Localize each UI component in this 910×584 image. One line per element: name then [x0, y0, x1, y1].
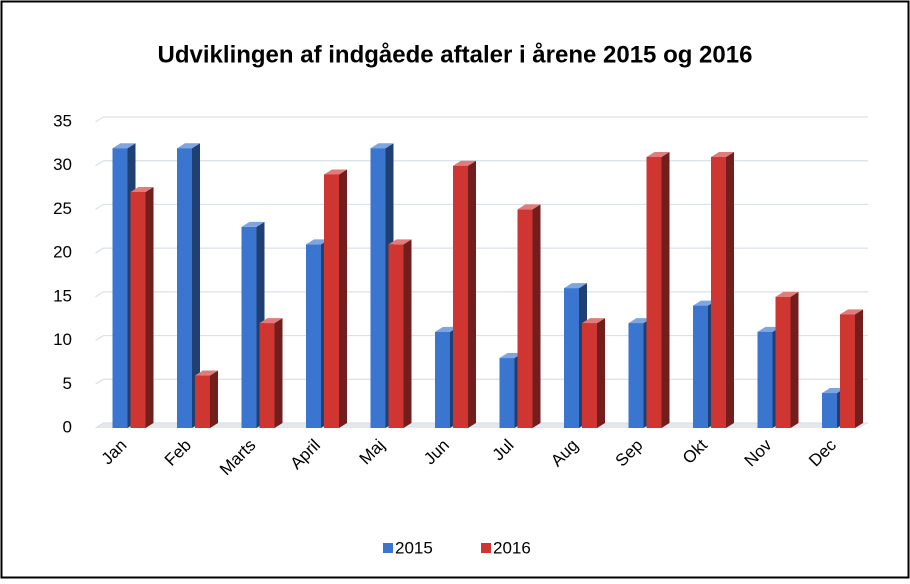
bar-top [306, 239, 329, 245]
bar [241, 226, 257, 428]
bar [453, 165, 468, 428]
bar-top [259, 318, 283, 324]
bar-top [388, 239, 412, 245]
bar [757, 331, 773, 428]
bar-side [597, 318, 605, 428]
bar-side [726, 151, 734, 428]
bar-top [775, 291, 799, 297]
bar-side [855, 309, 863, 428]
y-tick-label: 5 [63, 374, 72, 393]
grid-line [95, 334, 868, 342]
bar [324, 174, 339, 428]
bar-top [241, 221, 265, 227]
bar-top [324, 169, 347, 175]
y-tick-label: 35 [53, 111, 72, 130]
bar [693, 305, 708, 428]
bar-top [195, 370, 218, 376]
bar [582, 323, 597, 428]
bar-top [711, 151, 734, 157]
bar [370, 148, 386, 428]
bar-top [822, 388, 845, 394]
bar-top [582, 318, 605, 324]
bar-side [532, 204, 541, 428]
chart-title: Udviklingen af indgåede aftaler i årene … [158, 41, 753, 68]
bar [306, 244, 321, 428]
bar [177, 148, 192, 428]
bar-top [517, 204, 541, 210]
y-tick-label: 10 [53, 330, 72, 349]
bar [628, 323, 644, 428]
bar-side [661, 151, 670, 428]
bar [822, 393, 837, 428]
bar-top [757, 326, 781, 332]
bar-top [499, 353, 523, 359]
bar [195, 375, 210, 428]
grid-line [95, 247, 868, 254]
legend-swatch [383, 543, 393, 553]
y-tick-label: 15 [53, 286, 72, 305]
legend-label: 2016 [493, 538, 531, 557]
bar [499, 358, 515, 428]
bar-top [564, 283, 587, 289]
bar-top [453, 160, 476, 166]
y-tick-label: 25 [53, 199, 72, 218]
floor [95, 423, 868, 428]
y-tick-label: 20 [53, 243, 72, 262]
bar-side [468, 160, 476, 428]
bar-side [790, 291, 799, 428]
bar [840, 314, 855, 428]
bar-top [840, 309, 863, 315]
bar-side [210, 370, 218, 428]
grid-line [95, 116, 868, 123]
y-tick-label: 0 [63, 417, 72, 436]
bar-top [177, 143, 200, 149]
grid-line [95, 378, 868, 385]
bar [112, 148, 128, 428]
bar-top [693, 300, 716, 306]
legend-label: 2015 [395, 538, 433, 557]
grid-line [95, 160, 868, 167]
bar [775, 296, 791, 428]
bar-top [370, 143, 394, 149]
grid-line [95, 422, 868, 429]
bar-top [628, 318, 652, 324]
bar-side [274, 318, 283, 428]
bar [130, 191, 146, 428]
legend-swatch [481, 543, 491, 553]
bar [564, 288, 579, 428]
bar-side [145, 186, 154, 428]
bar [517, 209, 533, 428]
y-tick-label: 30 [53, 155, 72, 174]
bar-top [130, 186, 154, 192]
bar-top [646, 151, 670, 157]
bar-top [112, 143, 136, 149]
bar [646, 156, 662, 428]
grid-line [95, 203, 868, 210]
bar-side [192, 143, 200, 428]
bar-side [339, 169, 347, 428]
bar-top [435, 326, 458, 332]
bar [259, 323, 275, 428]
bar [711, 156, 726, 428]
bar [388, 244, 404, 428]
bar [435, 331, 450, 428]
grid-line [95, 291, 868, 298]
bar-side [403, 239, 412, 428]
